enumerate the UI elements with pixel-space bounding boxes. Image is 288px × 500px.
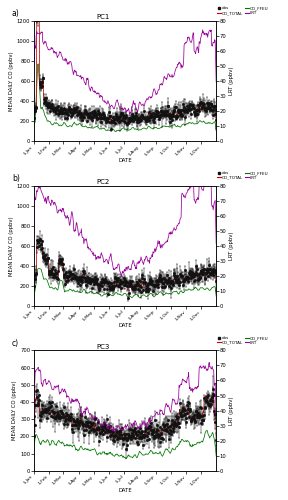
Y-axis label: MEAN DAILY CO (ppbv): MEAN DAILY CO (ppbv) <box>12 381 17 440</box>
Y-axis label: MEAN DAILY CO (ppbv): MEAN DAILY CO (ppbv) <box>9 51 14 111</box>
Text: c): c) <box>12 339 19 348</box>
Y-axis label: MEAN DAILY CO (ppbv): MEAN DAILY CO (ppbv) <box>9 216 14 276</box>
Legend: obs, CO_TOTAL, CO_FFEU, LRT: obs, CO_TOTAL, CO_FFEU, LRT <box>217 6 269 16</box>
Text: b): b) <box>12 174 20 183</box>
Legend: obs, CO_TOTAL, CO_FFEU, LRT: obs, CO_TOTAL, CO_FFEU, LRT <box>217 170 269 180</box>
Title: PC3: PC3 <box>96 344 110 350</box>
X-axis label: DATE: DATE <box>118 158 132 164</box>
Text: a): a) <box>12 10 20 18</box>
Y-axis label: LRT (ppbv): LRT (ppbv) <box>229 66 234 95</box>
Y-axis label: LRT (ppbv): LRT (ppbv) <box>229 396 234 425</box>
Title: PC2: PC2 <box>96 179 110 185</box>
Y-axis label: LRT (ppbv): LRT (ppbv) <box>229 232 234 260</box>
X-axis label: DATE: DATE <box>118 488 132 493</box>
Legend: obs, CO_TOTAL, CO_FFEU, LRT: obs, CO_TOTAL, CO_FFEU, LRT <box>217 336 269 345</box>
Title: PC1: PC1 <box>96 14 110 20</box>
X-axis label: DATE: DATE <box>118 323 132 328</box>
